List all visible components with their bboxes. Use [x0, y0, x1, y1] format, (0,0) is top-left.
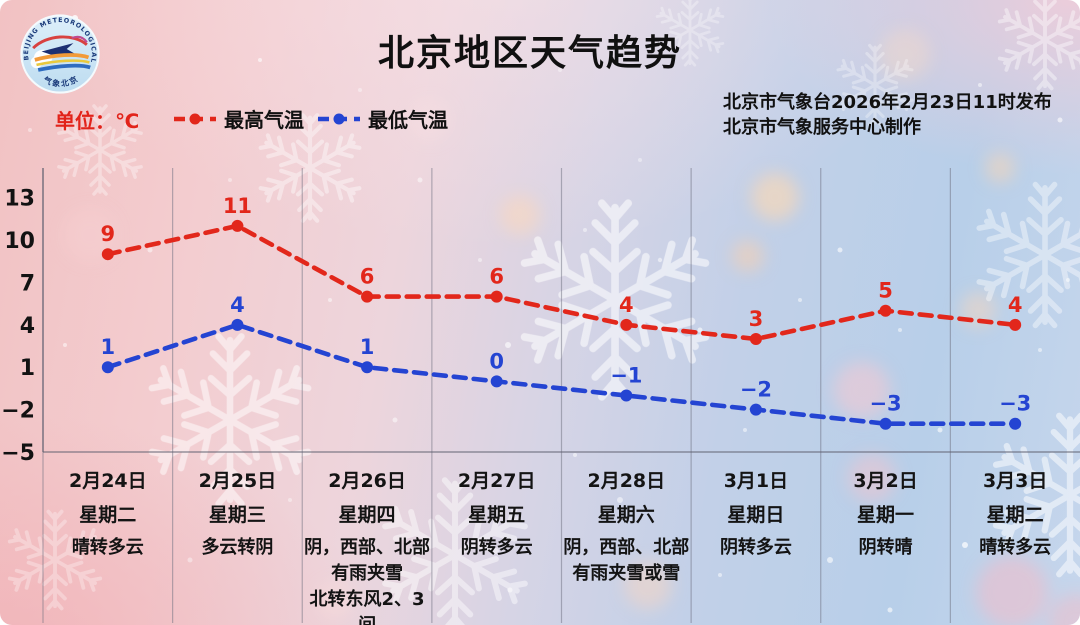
date-label: 2月24日	[68, 470, 147, 492]
weather-description: 阴转多云	[719, 537, 792, 558]
date-label: 3月2日	[853, 470, 918, 492]
y-tick-label: 13	[4, 187, 35, 212]
day-column: 2月28日星期六阴，西部、北部 有雨夹雪或雪	[562, 452, 692, 625]
weekday-label: 星期六	[597, 504, 655, 526]
weather-description: 阴转晴	[858, 537, 913, 558]
date-label: 2月28日	[587, 470, 666, 492]
data-point	[490, 375, 503, 388]
data-point-label: 4	[1008, 293, 1023, 317]
data-point	[101, 248, 114, 261]
date-label: 3月1日	[723, 470, 789, 492]
weather-description: 晴转多云	[71, 537, 144, 558]
max-temp-line	[105, 223, 1018, 342]
min-temp-line-marker-icon	[318, 113, 360, 124]
weather-description: 多云转阴	[201, 537, 274, 558]
y-tick-label: −2	[1, 399, 35, 424]
legend-item-min-temp: 最低气温	[316, 104, 448, 133]
day-column: 3月3日星期二晴转多云	[950, 452, 1080, 625]
logo-bird	[41, 43, 77, 55]
data-point-label: 6	[489, 265, 504, 289]
max-temp-line-marker-icon	[174, 113, 216, 124]
data-point	[231, 219, 244, 232]
data-point	[361, 290, 374, 303]
data-point-label: −2	[740, 378, 772, 402]
publisher-line-2: 北京市气象服务中心制作	[723, 117, 921, 138]
data-point	[879, 304, 892, 317]
weather-description: 阴，西部、北部 有雨夹雪或雪	[563, 537, 690, 584]
unit-label: 单位：℃	[55, 109, 140, 133]
date-label: 2月27日	[457, 470, 536, 492]
data-point-label: −3	[869, 392, 901, 416]
data-point	[749, 332, 762, 345]
day-column: 2月24日星期二晴转多云	[43, 452, 173, 625]
y-tick-label: 10	[4, 229, 35, 254]
data-point	[879, 417, 892, 430]
data-point-label: 9	[101, 222, 116, 246]
weekday-label: 星期五	[468, 504, 526, 526]
publisher-line-1: 北京市气象台2026年2月23日11时发布	[723, 92, 1052, 113]
day-column: 2月27日星期五阴转多云	[432, 452, 562, 625]
publisher-info: 北京市气象台2026年2月23日11时发布 北京市气象服务中心制作	[723, 90, 1052, 140]
data-point-label: 6	[360, 265, 375, 289]
weather-description: 晴转多云	[979, 537, 1052, 558]
data-point-label: 11	[223, 194, 252, 218]
logo-blue-swoosh	[37, 63, 91, 72]
data-point-label: 1	[360, 335, 375, 359]
data-point-label: 4	[619, 293, 634, 317]
y-tick-label: 1	[20, 356, 35, 381]
day-column: 3月1日星期日阴转多云	[691, 452, 821, 625]
weekday-label: 星期二	[986, 504, 1044, 526]
y-tick-label: 7	[20, 271, 35, 296]
weekday-label: 星期二	[79, 504, 137, 526]
data-point	[490, 290, 503, 303]
y-tick-label: −5	[1, 441, 35, 466]
day-column: 2月25日星期三多云转阴	[173, 452, 303, 625]
data-point-label: 4	[230, 293, 245, 317]
data-point	[361, 361, 374, 374]
data-point	[1009, 417, 1022, 430]
data-point	[749, 403, 762, 416]
day-columns: 2月24日 星期二 晴转多云 2月25日 星期三 多云转阴 2月26日 星期四 阴，西部、北部有…	[43, 452, 1080, 625]
legend-label-max: 最高气温	[224, 108, 304, 132]
min-temp-line	[105, 322, 1018, 426]
logo-red-swoosh	[32, 35, 88, 50]
weekday-label: 星期四	[338, 504, 396, 526]
date-label: 3月3日	[982, 470, 1048, 492]
legend-item-max-temp: 最高气温	[172, 104, 304, 133]
data-point	[1009, 318, 1022, 331]
day-column: 3月2日星期一阴转晴	[821, 452, 951, 625]
data-point	[231, 318, 244, 331]
data-point	[101, 361, 114, 374]
weekday-label: 星期三	[208, 504, 266, 526]
beijing-meteorological-service-logo: BEIJING METEOROLOGICAL SERVICE 气象北京	[13, 6, 100, 94]
weekday-label: 星期日	[727, 504, 785, 526]
weather-description: 阴转多云	[460, 537, 533, 558]
bokeh-lights	[64, 29, 1080, 625]
date-label: 2月26日	[328, 470, 406, 492]
date-label: 2月25日	[198, 470, 277, 492]
legend: 单位：℃ 最高气温 最低气温	[0, 104, 1080, 133]
logo-orange-swoosh	[34, 53, 90, 62]
y-tick-label: 4	[20, 314, 35, 339]
weekday-label: 星期一	[857, 504, 915, 526]
data-point-label: 0	[489, 349, 504, 373]
data-point	[620, 318, 633, 331]
data-point-label: −1	[610, 363, 642, 387]
data-point-label: 5	[878, 279, 893, 303]
data-point-label: 3	[749, 307, 764, 331]
data-point-label: −3	[999, 392, 1031, 416]
page-title: 北京地区天气趋势	[377, 33, 682, 74]
data-point-label: 1	[101, 335, 116, 359]
legend-label-min: 最低气温	[368, 108, 448, 132]
data-point	[620, 389, 633, 402]
